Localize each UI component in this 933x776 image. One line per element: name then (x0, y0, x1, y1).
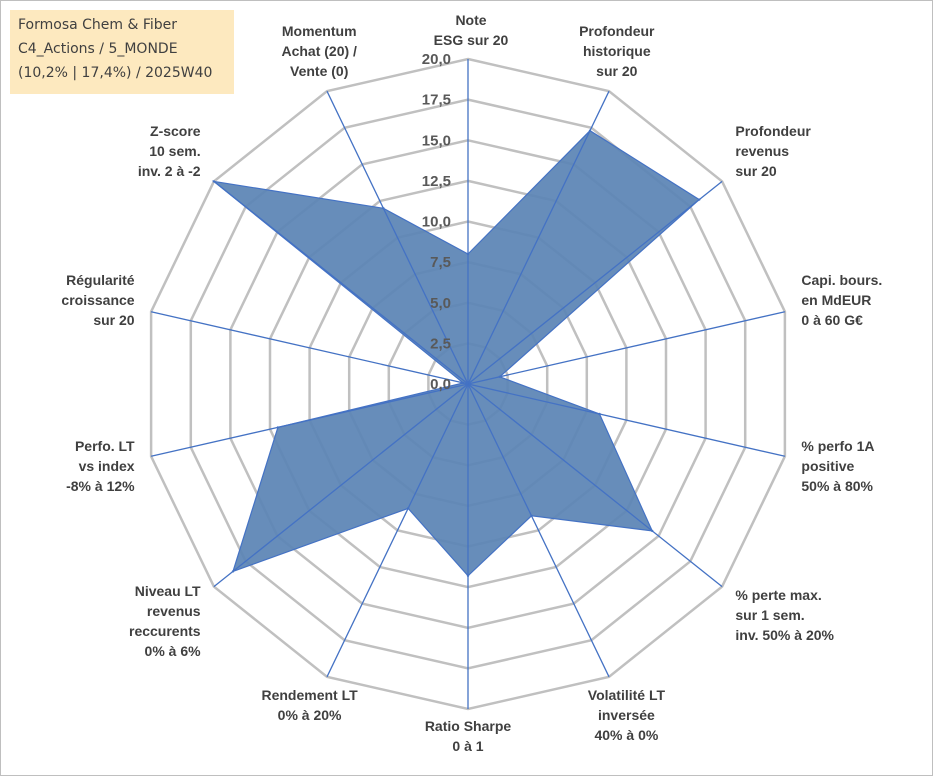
axis-label-2-line-1: revenus (735, 143, 789, 159)
axis-label-4-line-2: 50% à 80% (801, 478, 873, 494)
tick-label-5: 12,5 (422, 173, 451, 190)
axis-label-12-line-2: inv. 2 à -2 (138, 163, 201, 179)
axis-label-13-line-1: Achat (20) / (281, 43, 357, 59)
axis-label-10: Perfo. LT vs index -8% à 12% (66, 438, 135, 494)
axis-label-2: Profondeur revenus sur 20 (735, 123, 811, 179)
tick-label-4: 10,0 (422, 214, 451, 231)
axis-label-2-line-0: Profondeur (735, 123, 811, 139)
tick-label-0: 0,0 (430, 376, 451, 393)
tick-label-3: 7,5 (430, 254, 451, 271)
axis-label-6: Volatilité LT inversée 40% à 0% (588, 687, 666, 743)
portfolio-name: C4_Actions / 5_MONDE (18, 41, 178, 57)
axis-label-9-line-3: 0% à 6% (145, 643, 202, 659)
axis-label-5-line-1: sur 1 sem. (735, 607, 804, 623)
tick-label-6: 15,0 (422, 132, 451, 149)
axis-label-13: Momentum Achat (20) / Vente (0) (281, 23, 357, 79)
axis-label-12-line-0: Z-score (150, 123, 201, 139)
axis-label-1: Profondeur historique sur 20 (579, 23, 655, 79)
radial-tick-labels: 0,0 2,5 5,0 7,5 10,0 12,5 15,0 17,5 20,0 (422, 51, 451, 393)
axis-label-1-line-1: historique (583, 43, 651, 59)
axis-label-11-line-2: sur 20 (93, 312, 134, 328)
axis-label-0-line-1: ESG sur 20 (434, 32, 509, 48)
axis-label-2-line-2: sur 20 (735, 163, 776, 179)
tick-label-2: 5,0 (430, 295, 451, 312)
axis-label-7-line-0: Ratio Sharpe (425, 718, 512, 734)
axis-label-10-line-1: vs index (79, 458, 135, 474)
axis-label-9-line-0: Niveau LT (135, 583, 201, 599)
spoke-9 (213, 383, 469, 588)
axis-label-3-line-0: Capi. bours. (801, 272, 882, 288)
info-box: Formosa Chem & Fiber C4_Actions / 5_MOND… (10, 10, 234, 94)
spoke-1 (467, 90, 610, 385)
axis-label-3: Capi. bours. en MdEUR 0 à 60 G€ (801, 272, 882, 328)
axis-label-5-line-0: % perte max. (735, 587, 821, 603)
axis-label-8: Rendement LT 0% à 20% (261, 687, 358, 723)
axis-label-11-line-1: croissance (61, 292, 134, 308)
axis-label-6-line-2: 40% à 0% (594, 727, 658, 743)
axis-label-10-line-2: -8% à 12% (66, 478, 135, 494)
axis-label-9: Niveau LT revenus reccurents 0% à 6% (129, 583, 201, 659)
axis-label-3-line-1: en MdEUR (801, 292, 871, 308)
spoke-4 (467, 383, 786, 457)
axis-label-1-line-0: Profondeur (579, 23, 655, 39)
axis-label-9-line-1: revenus (147, 603, 201, 619)
performance-stats: (10,2% | 17,4%) / 2025W40 (18, 65, 213, 81)
axis-label-6-line-1: inversée (598, 707, 655, 723)
axis-label-7-line-1: 0 à 1 (452, 738, 483, 754)
spoke-10 (150, 383, 469, 457)
axis-label-0: Note ESG sur 20 (434, 12, 509, 48)
axis-label-8-line-1: 0% à 20% (278, 707, 342, 723)
radar-spokes (150, 59, 786, 709)
axis-label-4-line-1: positive (801, 458, 854, 474)
axis-label-8-line-0: Rendement LT (261, 687, 358, 703)
company-name: Formosa Chem & Fiber (18, 17, 178, 33)
spoke-8 (326, 383, 469, 678)
axis-label-11: Régularité croissance sur 20 (61, 272, 134, 328)
axis-label-4: % perfo 1A positive 50% à 80% (801, 438, 874, 494)
axis-label-9-line-2: reccurents (129, 623, 201, 639)
axis-label-5-line-2: inv. 50% à 20% (735, 627, 834, 643)
tick-label-1: 2,5 (430, 335, 451, 352)
axis-label-13-line-0: Momentum (282, 23, 357, 39)
spoke-13 (326, 90, 469, 385)
axis-label-6-line-0: Volatilité LT (588, 687, 666, 703)
axis-label-10-line-0: Perfo. LT (75, 438, 135, 454)
axis-labels: Note ESG sur 20 Profondeur historique sur 20… (61, 12, 882, 754)
axis-label-13-line-2: Vente (0) (290, 63, 348, 79)
spoke-5 (467, 383, 723, 588)
axis-label-0-line-0: Note (455, 12, 486, 28)
axis-label-12-line-1: 10 sem. (149, 143, 200, 159)
axis-label-3-line-2: 0 à 60 G€ (801, 312, 863, 328)
axis-label-1-line-2: sur 20 (596, 63, 637, 79)
axis-label-7: Ratio Sharpe 0 à 1 (425, 718, 512, 754)
spoke-3 (467, 311, 786, 385)
spoke-6 (467, 383, 610, 678)
tick-label-7: 17,5 (422, 92, 451, 109)
tick-label-8: 20,0 (422, 51, 451, 68)
spoke-2 (467, 180, 723, 385)
axis-label-4-line-0: % perfo 1A (801, 438, 874, 454)
spoke-12 (213, 180, 469, 385)
spoke-11 (150, 311, 469, 385)
axis-label-11-line-0: Régularité (66, 272, 135, 288)
axis-label-12: Z-score 10 sem. inv. 2 à -2 (138, 123, 201, 179)
axis-label-5: % perte max. sur 1 sem. inv. 50% à 20% (735, 587, 834, 643)
